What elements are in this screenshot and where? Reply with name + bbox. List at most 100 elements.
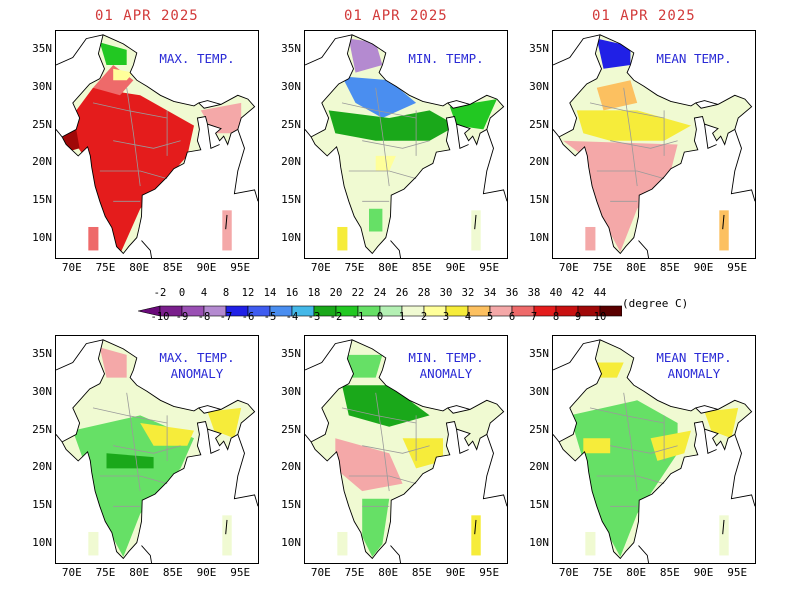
longitude-tick-label: 70E xyxy=(61,566,82,579)
temperature-region xyxy=(207,407,242,439)
andaman-outline xyxy=(722,214,725,230)
coastline xyxy=(198,405,222,410)
country-outline xyxy=(558,34,753,255)
temperature-region xyxy=(342,76,417,118)
coastline xyxy=(704,429,717,454)
temperature-region xyxy=(342,385,430,427)
temperature-region xyxy=(113,68,134,81)
map-panel-1 xyxy=(55,30,259,259)
panel-title: MIN. TEMP. ANOMALY xyxy=(408,350,484,381)
state-border xyxy=(113,140,181,149)
country-outline xyxy=(61,34,256,255)
colorbar-temperature-label: 4 xyxy=(200,287,208,299)
andaman-outline xyxy=(474,519,477,535)
temperature-region xyxy=(563,140,678,252)
longitude-tick-label: 90E xyxy=(693,566,714,579)
temperature-region xyxy=(93,65,134,96)
colorbar-anomaly-label: 7 xyxy=(530,311,538,323)
map-panel-5 xyxy=(304,335,508,564)
longitude-tick-label: 95E xyxy=(230,566,251,579)
colorbar-temperature-label: 34 xyxy=(483,287,497,299)
coastline xyxy=(56,34,104,66)
temperature-region xyxy=(315,140,430,252)
longitude-tick-label: 80E xyxy=(626,566,647,579)
coastline xyxy=(390,240,402,258)
latitude-tick-label: 20N xyxy=(281,460,301,474)
temperature-region xyxy=(596,80,638,111)
colorbar-anomaly-label: 5 xyxy=(486,311,494,323)
coastline xyxy=(447,405,471,410)
country-outline xyxy=(61,339,256,560)
longitude-tick-label: 70E xyxy=(558,566,579,579)
longitude-tick-label: 75E xyxy=(344,261,365,274)
latitude-tick-label: 35N xyxy=(32,346,52,360)
temperature-region xyxy=(596,362,624,378)
latitude-tick-label: 30N xyxy=(281,384,301,398)
latitude-tick-label: 35N xyxy=(281,346,301,360)
state-border xyxy=(623,392,638,492)
colorbar-anomaly-label: 9 xyxy=(574,311,582,323)
state-border xyxy=(362,445,430,454)
latitude-tick-label: 25N xyxy=(529,422,549,436)
longitude-tick-label: 75E xyxy=(344,566,365,579)
longitude-tick-label: 90E xyxy=(693,261,714,274)
andaman-islands xyxy=(222,210,232,251)
state-border xyxy=(375,87,390,187)
andaman-outline xyxy=(225,519,228,535)
colorbar-anomaly-label: 8 xyxy=(552,311,560,323)
coastline xyxy=(141,545,153,563)
state-border xyxy=(596,475,665,484)
latitude-tick-label: 20N xyxy=(32,155,52,169)
colorbar-temperature-label: 38 xyxy=(527,287,541,299)
latitude-tick-label: 10N xyxy=(32,536,52,550)
state-border xyxy=(348,475,417,484)
longitude-tick-label: 80E xyxy=(378,566,399,579)
longitude-tick-label: 90E xyxy=(196,261,217,274)
longitude-tick-label: 95E xyxy=(230,261,251,274)
state-border xyxy=(610,140,678,149)
state-border xyxy=(341,407,417,424)
colorbar-unit: (degree C) xyxy=(622,297,689,310)
state-border xyxy=(589,102,665,119)
latitude-tick-label: 10N xyxy=(529,536,549,550)
coastline xyxy=(553,339,601,371)
latitude-tick-label: 20N xyxy=(32,460,52,474)
andaman-islands xyxy=(719,515,729,556)
country-outline xyxy=(558,339,753,560)
state-border xyxy=(99,475,168,484)
coastline xyxy=(553,434,560,443)
coastline xyxy=(553,34,601,66)
colorbar-anomaly-label: 1 xyxy=(398,311,406,323)
colorbar-anomaly-label: 2 xyxy=(420,311,428,323)
coastline xyxy=(638,240,650,258)
latitude-tick-label: 25N xyxy=(32,117,52,131)
panel-title: MAX. TEMP. xyxy=(159,51,235,66)
colorbar-anomaly-label: -10 xyxy=(150,311,170,323)
latitude-tick-label: 35N xyxy=(281,41,301,55)
colorbar-temperature-label: 44 xyxy=(593,287,607,299)
longitude-tick-label: 70E xyxy=(310,566,331,579)
panel-title: MEAN TEMP. ANOMALY xyxy=(656,350,732,381)
panel-date: 01 APR 2025 xyxy=(95,8,199,24)
coastline xyxy=(482,129,507,202)
latitude-tick-label: 30N xyxy=(32,384,52,398)
state-border xyxy=(589,407,665,424)
temperature-region xyxy=(342,354,383,378)
temperature-region xyxy=(650,430,691,461)
coastline xyxy=(638,545,650,563)
andaman-islands xyxy=(471,515,481,556)
temperature-region xyxy=(99,347,127,378)
latitude-tick-label: 25N xyxy=(281,422,301,436)
colorbar-temperature-label: 8 xyxy=(222,287,230,299)
longitude-tick-label: 90E xyxy=(196,566,217,579)
coastline xyxy=(730,129,755,202)
lakshadweep-islands xyxy=(337,226,348,251)
lakshadweep-islands xyxy=(585,226,596,251)
temperature-region xyxy=(375,155,396,171)
coastline xyxy=(56,339,104,371)
andaman-outline xyxy=(722,519,725,535)
longitude-tick-label: 80E xyxy=(378,261,399,274)
colorbar-temperature-label: 42 xyxy=(571,287,585,299)
latitude-tick-label: 10N xyxy=(281,231,301,245)
longitude-tick-label: 95E xyxy=(479,566,500,579)
